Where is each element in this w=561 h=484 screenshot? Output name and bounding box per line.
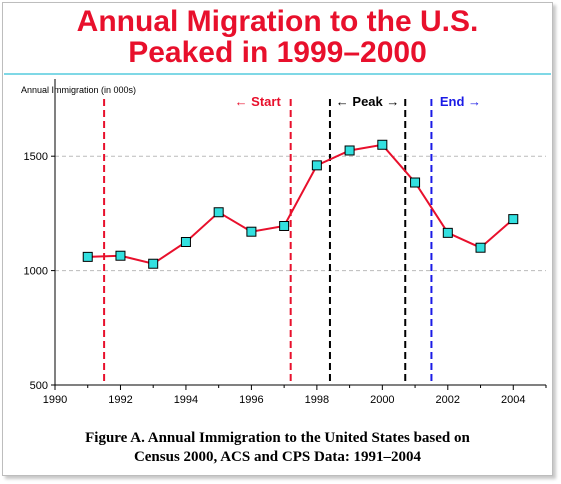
data-point-1992: [115, 250, 126, 261]
grid-lines: [55, 155, 546, 272]
x-tick-label-2004: 2004: [501, 394, 525, 406]
chart-title-line-1: Annual Migration to the U.S.: [76, 5, 479, 38]
annotation-peak: ← Peak →: [336, 94, 400, 109]
data-point-1996: [246, 226, 257, 237]
x-tick-label-1998: 1998: [305, 394, 329, 406]
x-tick-label-2002: 2002: [436, 394, 460, 406]
data-point-2001: [410, 177, 421, 188]
annotation-end: End →: [440, 94, 481, 109]
chart-title-line-2: Peaked in 1999–2000: [128, 36, 427, 69]
data-point-2002: [442, 227, 453, 238]
axes: 500 1000 1500 1990 1992 1994 1996 1998 2000 2002 2…: [24, 79, 547, 406]
y-tick-label-1000: 1000: [24, 266, 48, 278]
data-point-2000: [377, 139, 388, 150]
x-tick-label-2000: 2000: [370, 394, 394, 406]
data-point-1991: [82, 251, 93, 262]
y-tick-label-500: 500: [30, 380, 48, 392]
annotation-bg-end: [432, 95, 489, 110]
series-line-0: [87, 143, 514, 265]
chart-title: Annual Migration to the U.S. Peaked in 1…: [2, 6, 553, 68]
x-tick-label-1990: 1990: [43, 394, 67, 406]
data-point-1999: [344, 145, 355, 156]
x-tick-label-1996: 1996: [239, 394, 263, 406]
series: [82, 139, 519, 269]
data-point-1997: [279, 220, 290, 231]
data-point-2003: [475, 242, 486, 253]
data-point-2004: [508, 214, 519, 225]
y-tick-label-1500: 1500: [24, 151, 48, 163]
period-annotations: ← Start ← Peak → End →: [226, 94, 489, 110]
annotation-bg-start: [226, 95, 289, 110]
annotation-start: ← Start: [235, 94, 282, 109]
x-tick-label-1992: 1992: [108, 394, 132, 406]
figure-caption-line-2: Census 2000, ACS and CPS Data: 1991–2004: [133, 449, 422, 465]
figure-caption: Figure A. Annual Immigration to the Unit…: [2, 429, 553, 467]
x-tick-label-1994: 1994: [174, 394, 198, 406]
period-lines: [103, 99, 433, 385]
figure-caption-line-1: Figure A. Annual Immigration to the Unit…: [85, 430, 470, 446]
annotation-bg-peak: [332, 95, 403, 110]
data-point-1995: [213, 207, 224, 218]
title-divider: [4, 73, 551, 75]
data-point-1993: [148, 258, 159, 269]
y-axis-label: Annual Immigration (in 000s): [21, 85, 136, 95]
data-point-1994: [180, 237, 191, 247]
data-point-1998: [311, 160, 322, 171]
